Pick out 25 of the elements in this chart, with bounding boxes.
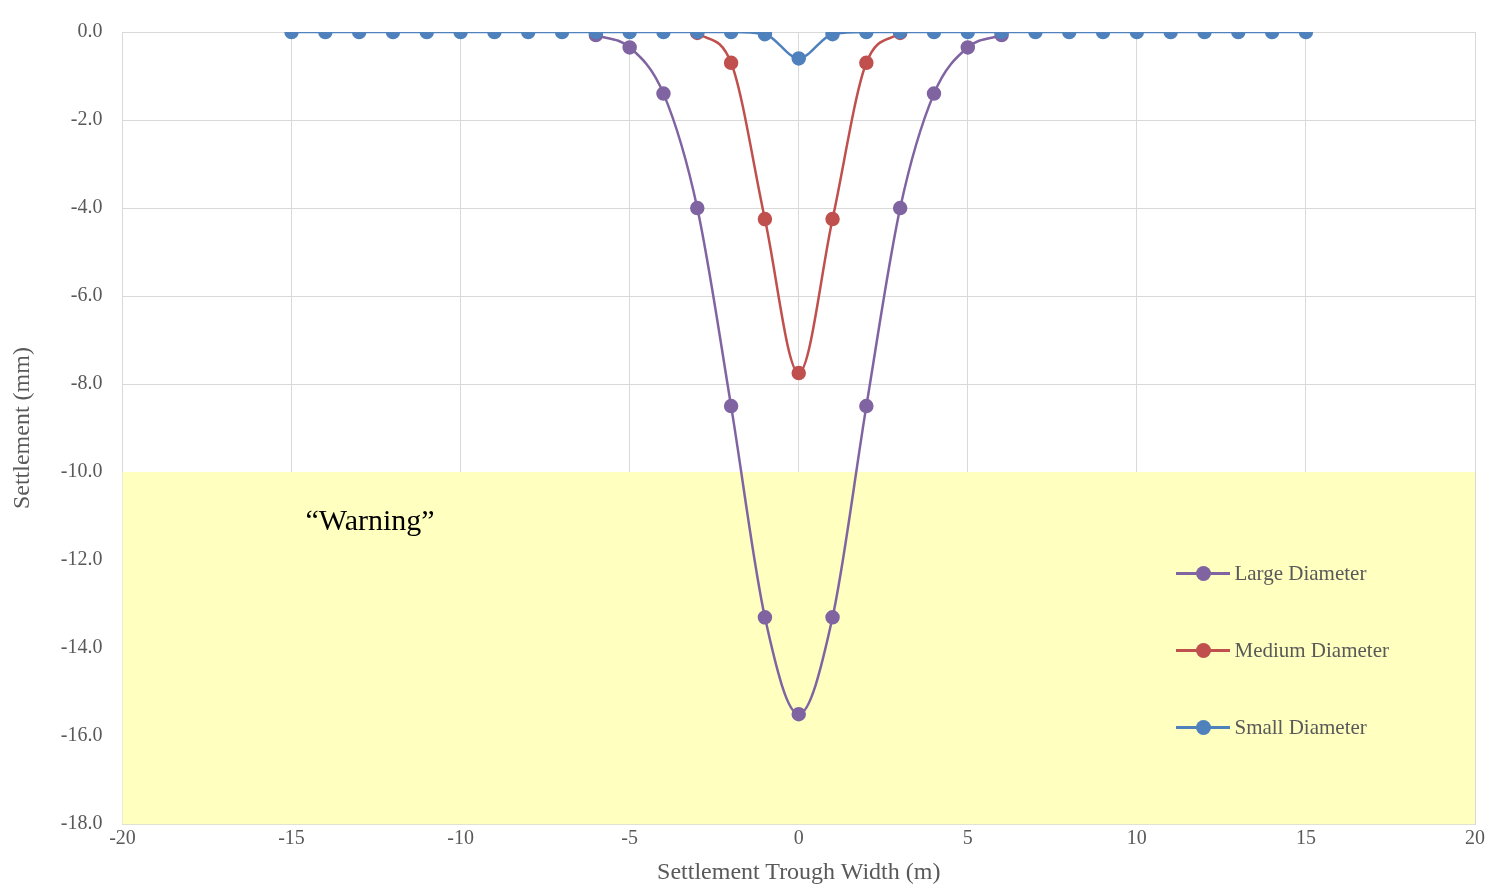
y-tick-label: -18.0 xyxy=(60,811,103,834)
x-tick-label: 15 xyxy=(1295,826,1316,849)
y-tick-label: -12.0 xyxy=(60,547,103,570)
legend-label: Medium Diameter xyxy=(1234,638,1389,663)
x-axis-title: Settlement Trough Width (m) xyxy=(657,857,941,884)
y-tick-label: -4.0 xyxy=(70,195,103,218)
x-tick-label: -5 xyxy=(621,826,638,849)
x-tick-label: -10 xyxy=(447,826,474,849)
y-tick-label: -10.0 xyxy=(60,459,103,482)
x-tick-label: 0 xyxy=(793,826,804,849)
x-tick-label: -20 xyxy=(109,826,136,849)
x-tick-label: 20 xyxy=(1465,826,1485,849)
legend-label: Large Diameter xyxy=(1234,561,1367,586)
y-tick-label: -2.0 xyxy=(70,107,103,130)
legend-label: Small Diameter xyxy=(1234,715,1367,740)
y-tick-label: -8.0 xyxy=(70,371,103,394)
y-tick-label: 0.0 xyxy=(77,19,103,42)
band-label: “Warning” xyxy=(305,502,435,536)
x-tick-label: 10 xyxy=(1126,826,1147,849)
x-tick-label: 5 xyxy=(962,826,973,849)
x-tick-label: -15 xyxy=(278,826,305,849)
y-tick-label: -6.0 xyxy=(70,283,103,306)
y-tick-label: -14.0 xyxy=(60,635,103,658)
y-tick-label: -16.0 xyxy=(60,723,103,746)
y-axis-title: Settlement (mm) xyxy=(7,347,34,510)
